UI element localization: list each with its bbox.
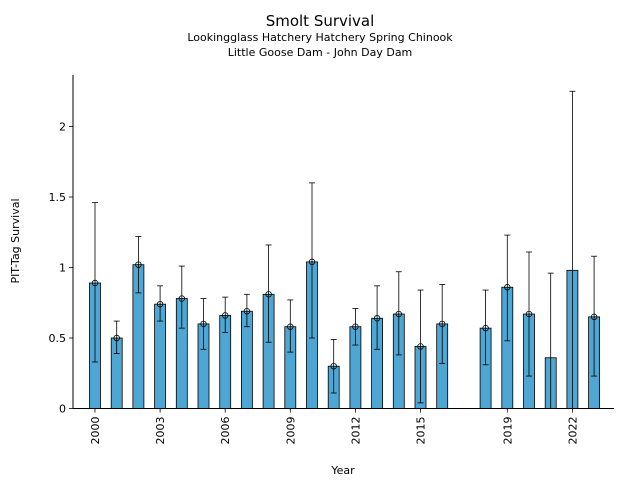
y-ticks: 0 0.5 1 1.5 2: [49, 121, 73, 416]
point-marker-2016: [439, 320, 446, 328]
x-tick-label: 2015: [415, 417, 428, 445]
x-tick-label: 2012: [349, 417, 362, 445]
y-axis-label: PIT-Tag Survival: [9, 198, 22, 283]
x-tick-label: 2019: [501, 417, 514, 445]
x-tick-label: 2000: [89, 417, 102, 445]
point-marker-2000: [91, 279, 99, 287]
point-marker-2002: [135, 261, 142, 268]
point-marker-2006: [221, 312, 229, 319]
chart-subtitle-line-2: Little Goose Dam - John Day Dam: [227, 46, 413, 59]
point-marker-2018: [482, 324, 489, 332]
x-tick-label: 2003: [154, 417, 167, 445]
point-marker-2003: [156, 300, 164, 308]
point-marker-2001: [113, 334, 120, 342]
x-tick-label: 2022: [566, 417, 579, 445]
y-tick-label: 0: [59, 403, 66, 416]
point-marker-2023: [590, 313, 598, 321]
point-marker-2010: [308, 258, 316, 266]
point-marker-2019: [504, 284, 511, 291]
chart-subtitle-line-1: Lookingglass Hatchery Hatchery Spring Ch…: [187, 31, 453, 44]
x-ticks: 2000 2003 2006 2009 2012 2015 2019 2022: [89, 408, 579, 445]
bars-layer: [89, 261, 600, 409]
point-marker-2009: [287, 323, 294, 330]
y-tick-label: 1: [59, 262, 66, 275]
y-tick-label: 2: [59, 121, 66, 134]
x-tick-label: 2009: [284, 417, 297, 445]
point-marker-2020: [525, 310, 533, 318]
point-marker-2004: [178, 295, 185, 302]
chart-title: Smolt Survival: [265, 12, 375, 30]
point-marker-2008: [265, 291, 272, 298]
point-marker-2007: [243, 308, 251, 315]
axes-layer: [72, 75, 614, 409]
point-marker-2013: [373, 315, 381, 322]
x-tick-label: 2006: [219, 417, 232, 445]
point-marker-2015: [417, 343, 424, 350]
point-marker-2014: [395, 310, 402, 318]
point-marker-2012: [352, 323, 359, 330]
markers-layer: [91, 258, 598, 370]
error-bars-layer: [92, 90, 598, 409]
y-tick-label: 0.5: [49, 332, 67, 345]
point-marker-2005: [200, 320, 207, 328]
y-tick-label: 1.5: [49, 191, 67, 204]
point-marker-2011: [330, 363, 337, 370]
x-axis-label: Year: [330, 464, 355, 477]
